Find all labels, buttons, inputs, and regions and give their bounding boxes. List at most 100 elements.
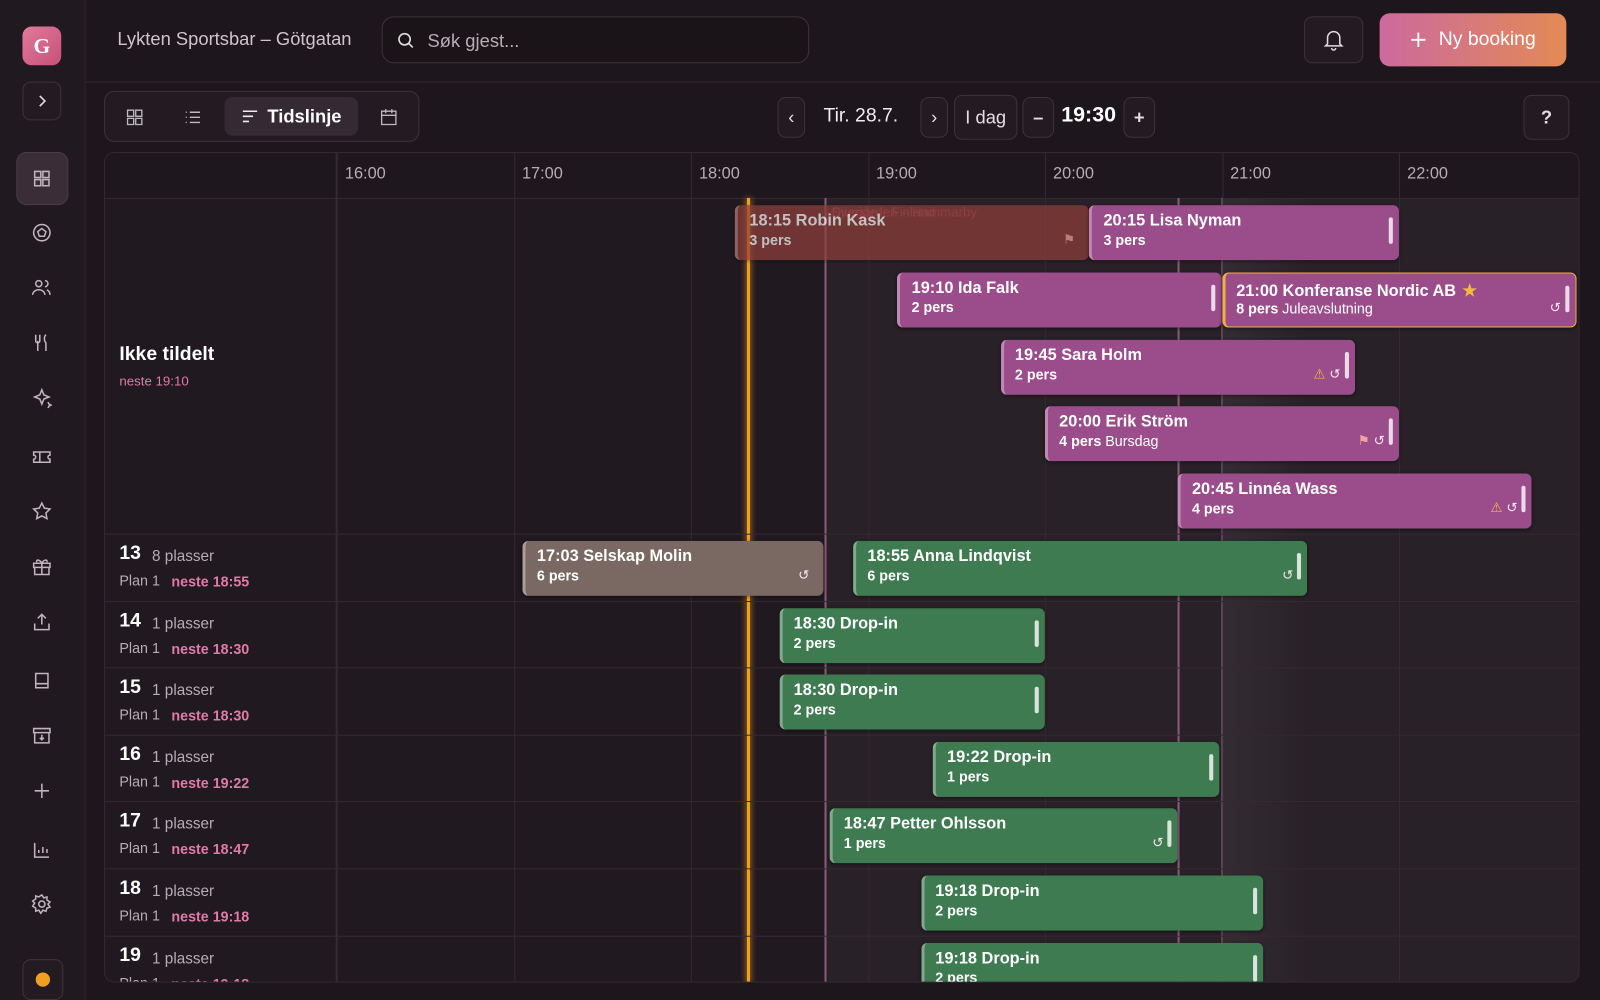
- booking-party: 2 pers: [793, 701, 836, 718]
- plus-button[interactable]: +: [1123, 96, 1156, 138]
- row-divider: [105, 667, 1579, 669]
- nav-icon[interactable]: [32, 446, 52, 466]
- booking[interactable]: 17:03 Selskap Molin 6 pers ↺: [522, 540, 824, 596]
- booking[interactable]: 19:10 Ida Falk 2 pers: [897, 272, 1222, 328]
- booking[interactable]: 19:45 Sara Holm 2 pers ⚠ ↺: [1000, 339, 1355, 395]
- calendar-view-tab[interactable]: [380, 108, 397, 126]
- next-day-button[interactable]: ›: [920, 96, 948, 138]
- booking[interactable]: 18:55 Anna Lindqvist 6 pers ↺: [853, 540, 1308, 596]
- booking[interactable]: 18:15 Robin Kask 3 pers ⚑: [735, 205, 1090, 261]
- booking[interactable]: 19:18 Drop-in 2 pers: [920, 875, 1264, 931]
- nav-icon-path: [32, 223, 51, 242]
- today-button[interactable]: I dag: [954, 94, 1018, 140]
- booking-time: 19:18: [935, 882, 978, 900]
- timeline-view-tab[interactable]: Tidslinje: [224, 96, 359, 136]
- booking[interactable]: 18:47 Petter Ohlsson 1 pers ↺: [829, 808, 1178, 864]
- booking-title: 18:30 Drop-in: [794, 682, 898, 700]
- booking-title: 19:18 Drop-in: [935, 883, 1039, 901]
- nav-icon[interactable]: [32, 387, 53, 409]
- booking[interactable]: 20:00 Erik Ström 4 pers Bursdag ⚑ ↺: [1044, 406, 1399, 462]
- nav-icon-path: [33, 842, 49, 858]
- booking-time: 18:55: [867, 547, 910, 566]
- resize-handle[interactable]: [1253, 954, 1258, 982]
- resize-handle[interactable]: [1253, 887, 1258, 915]
- label-column-border: [335, 153, 337, 982]
- booking-name: Anna Lindqvist: [913, 547, 1031, 566]
- nav-icon[interactable]: [32, 670, 52, 690]
- booking-title: 17:03 Selskap Molin: [537, 548, 692, 566]
- resize-handle[interactable]: [1564, 285, 1569, 313]
- row-next: neste 19:22: [171, 774, 250, 791]
- booking-time: 18:30: [793, 681, 836, 700]
- table-seats: 1 plasser: [152, 882, 215, 900]
- table-seats: 8 plasser: [152, 547, 215, 566]
- nav-icon[interactable]: [32, 333, 52, 353]
- nav-icon[interactable]: [32, 840, 52, 860]
- booking-details: 3 pers: [749, 232, 791, 248]
- nav-icon[interactable]: [31, 278, 52, 298]
- nav-icon[interactable]: [32, 556, 52, 576]
- booking[interactable]: 19:18 Drop-in 2 pers: [920, 942, 1264, 982]
- resize-handle[interactable]: [1208, 753, 1213, 781]
- resize-handle[interactable]: [1388, 418, 1393, 446]
- booking-party: 3 pers: [749, 231, 792, 248]
- grid-view-tab[interactable]: [126, 109, 143, 126]
- new-booking-button[interactable]: Ny booking: [1379, 13, 1567, 67]
- booking-title: 20:00 Erik Ström: [1059, 414, 1188, 432]
- booking-name: Linnéa Wass: [1238, 480, 1338, 499]
- resize-handle[interactable]: [1344, 351, 1349, 379]
- prev-day-button[interactable]: ‹: [777, 96, 806, 138]
- resize-handle[interactable]: [1388, 217, 1393, 244]
- notifications-button[interactable]: [1304, 16, 1364, 64]
- minus-button[interactable]: –: [1022, 96, 1055, 138]
- booking-details: 6 pers: [537, 567, 579, 583]
- booking[interactable]: 18:30 Drop-in 2 pers: [779, 674, 1045, 730]
- booking-icons: ↺: [1282, 567, 1293, 583]
- booking-party: 4 pers: [1059, 433, 1102, 450]
- booking-time: 19:18: [935, 949, 978, 967]
- nav-icon[interactable]: [32, 501, 52, 521]
- booking-title: 19:22 Drop-in: [947, 749, 1051, 767]
- resize-handle[interactable]: [1167, 820, 1172, 848]
- nav-icon-path: [32, 451, 51, 464]
- resize-handle[interactable]: [1297, 553, 1302, 580]
- nav-icon[interactable]: [31, 893, 52, 915]
- warning-icon: ⚠: [1313, 365, 1326, 382]
- resize-handle[interactable]: [1034, 619, 1039, 647]
- table-seats: 1 plasser: [152, 815, 215, 834]
- booking[interactable]: 20:15 Lisa Nyman 3 pers: [1089, 205, 1399, 261]
- table-plan: Plan 1: [119, 907, 160, 924]
- booking[interactable]: 18:30 Drop-in 2 pers: [779, 607, 1045, 663]
- expand-button[interactable]: [22, 81, 62, 121]
- list-view-tab[interactable]: [185, 109, 201, 125]
- logo[interactable]: G: [22, 26, 62, 66]
- resize-handle[interactable]: [1521, 485, 1526, 513]
- new-booking-label: Ny booking: [1438, 28, 1536, 50]
- booking-party: 8 pers: [1236, 299, 1279, 317]
- booking-time: 19:22: [947, 748, 989, 767]
- nav-icon[interactable]: [32, 611, 52, 631]
- row-next: neste 19:18: [171, 975, 249, 982]
- theme-button[interactable]: [22, 959, 64, 1000]
- table-number: 18: [119, 877, 141, 899]
- booking-details: 2 pers: [794, 634, 836, 650]
- search-box[interactable]: Søk gjest...: [381, 16, 810, 64]
- booking-time: 18:47: [843, 815, 886, 834]
- help-button[interactable]: ?: [1523, 94, 1570, 140]
- table-plan: Plan 1: [119, 572, 160, 589]
- booking[interactable]: 20:45 Linnéa Wass 4 pers ⚠ ↺: [1177, 473, 1532, 529]
- resize-handle[interactable]: [1211, 284, 1216, 312]
- booking[interactable]: 19:22 Drop-in 1 pers: [932, 741, 1219, 797]
- resize-handle[interactable]: [1034, 686, 1039, 714]
- booking-icons: ⚠ ↺: [1313, 366, 1340, 382]
- nav-icon[interactable]: [32, 222, 52, 242]
- date-label: Tir. 28.7.: [823, 105, 899, 127]
- booking-icons: ⚑ ↺: [1358, 433, 1385, 449]
- booking[interactable]: 21:00 Konferanse Nordic AB ★ 8 pers Juleav…: [1221, 272, 1577, 328]
- nav-icon[interactable]: [32, 168, 52, 188]
- nav-icon[interactable]: [32, 781, 52, 801]
- flag-icon: ⚑: [1357, 433, 1370, 449]
- nav-icon[interactable]: [32, 726, 52, 746]
- nav-icon-path: [34, 334, 47, 352]
